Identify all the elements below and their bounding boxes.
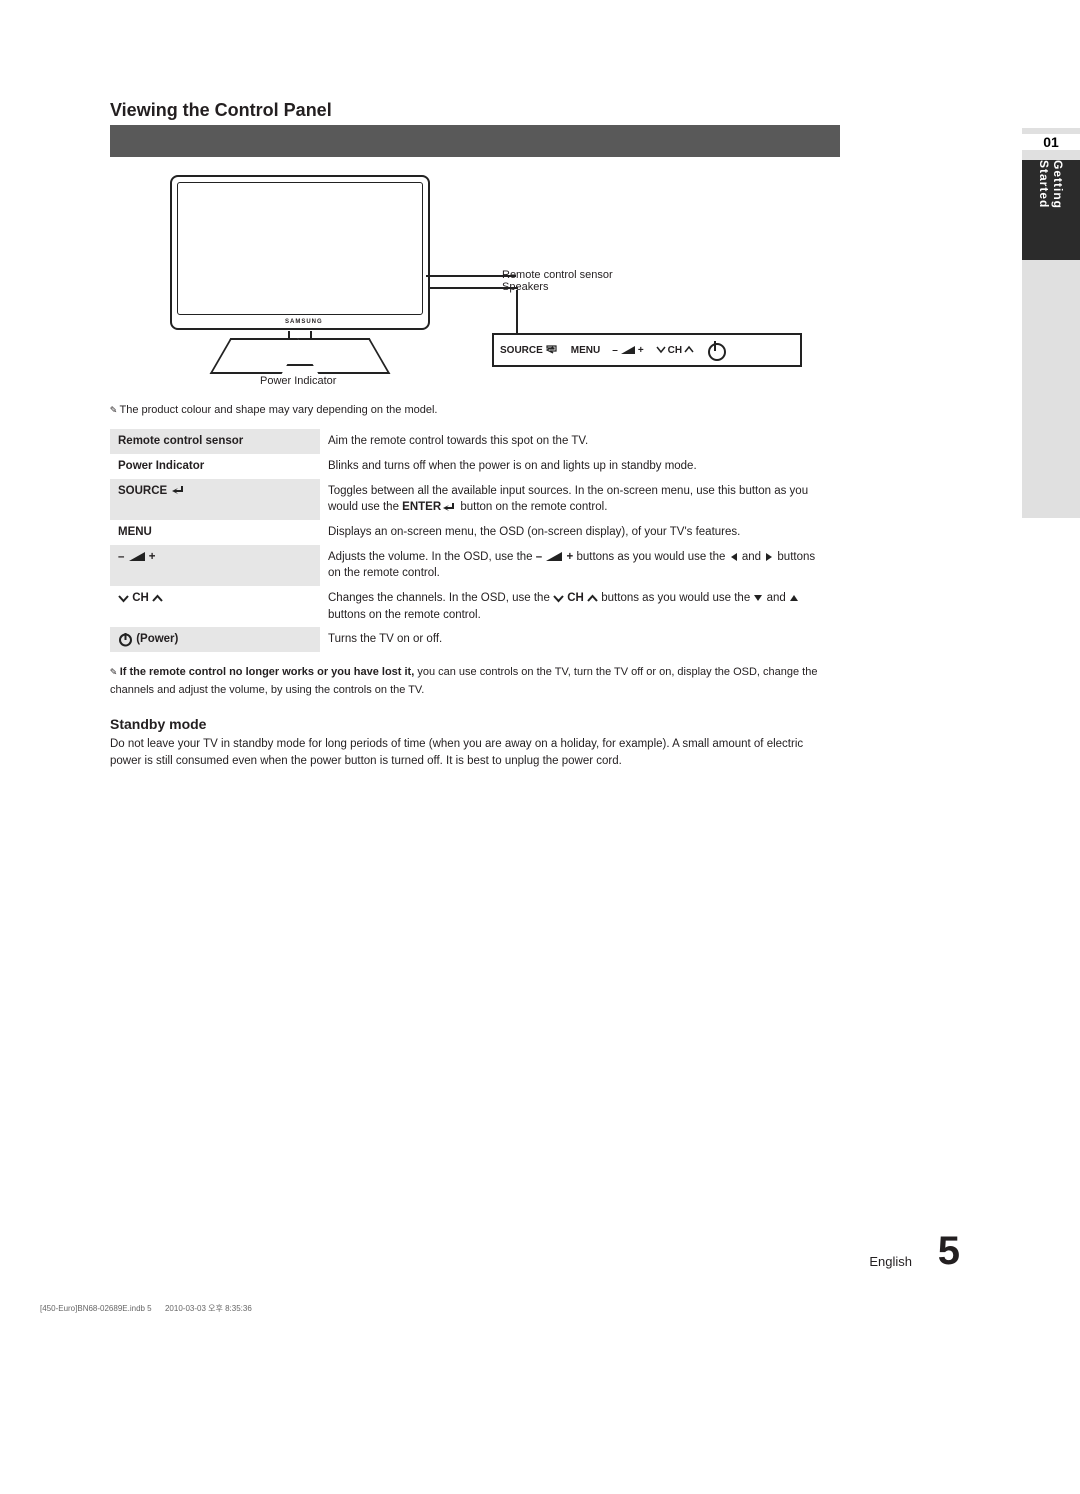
indicator-label: Power Indicator (260, 375, 336, 387)
panel-power-button[interactable] (706, 341, 724, 359)
tv-screen (177, 182, 423, 315)
arrow-up-icon (789, 593, 799, 603)
arrow-right-icon (764, 552, 774, 562)
speaker-label: Speakers (502, 281, 548, 293)
panel-source-button[interactable]: SOURCE (494, 344, 565, 356)
title-bar (110, 125, 840, 157)
enter-icon (441, 501, 457, 514)
row-key: CH (110, 586, 320, 627)
sensor-label: Remote control sensor (502, 269, 613, 281)
panel-channel-button[interactable]: CH (650, 345, 700, 356)
sidebar: 01 Getting Started (1022, 128, 1080, 518)
vol-minus: – (612, 345, 618, 356)
table-row: MENUDisplays an on-screen menu, the OSD … (110, 520, 830, 545)
table-row: Remote control sensorAim the remote cont… (110, 429, 830, 454)
standby-heading: Standby mode (110, 716, 980, 732)
row-desc: Aim the remote control towards this spot… (320, 429, 830, 454)
sidebar-tab: Getting Started (1022, 160, 1080, 260)
vol-plus: + (638, 345, 644, 356)
chevron-down-icon (656, 345, 666, 355)
arrow-down-icon (753, 593, 763, 603)
footer-filename: [450-Euro]BN68-02689E.indb 5 2010-03-03 … (40, 1303, 252, 1314)
ch-label: CH (668, 345, 682, 356)
volume-icon (545, 551, 563, 562)
row-key: Remote control sensor (110, 429, 320, 454)
product-note: ✎ The product colour and shape may vary … (110, 403, 980, 419)
product-note-text: The product colour and shape may vary de… (119, 404, 437, 416)
footnote-lead-icon: ✎ (110, 667, 117, 679)
table-row: – +Adjusts the volume. In the OSD, use t… (110, 545, 830, 586)
row-desc: Changes the channels. In the OSD, use th… (320, 586, 830, 627)
page-number: 5 (938, 1229, 960, 1274)
control-table: Remote control sensorAim the remote cont… (110, 429, 830, 652)
tv-brand: SAMSUNG (285, 319, 323, 325)
tv-stand-base (230, 338, 370, 366)
volume-icon (620, 345, 636, 355)
chevron-up-icon (587, 593, 598, 604)
callout-line (516, 290, 518, 338)
page-language-label: English (869, 1254, 912, 1269)
chevron-up-icon (152, 593, 163, 604)
standby-body: Do not leave your TV in standby mode for… (110, 736, 830, 771)
arrow-left-icon (729, 552, 739, 562)
panel-menu-button[interactable]: MENU (565, 345, 606, 356)
row-key: SOURCE (110, 479, 320, 520)
row-desc: Adjusts the volume. In the OSD, use the … (320, 545, 830, 586)
enter-icon (545, 344, 559, 356)
corner-text: [450-Euro]BN68-02689E.indb 5 (40, 1304, 152, 1313)
table-row: (Power)Turns the TV on or off. (110, 627, 830, 652)
row-key: MENU (110, 520, 320, 545)
table-row: CH Changes the channels. In the OSD, use… (110, 586, 830, 627)
chevron-down-icon (553, 593, 564, 604)
chevron-down-icon (118, 593, 129, 604)
row-desc: Displays an on-screen menu, the OSD (on-… (320, 520, 830, 545)
row-desc: Turns the TV on or off. (320, 627, 830, 652)
footnote: ✎ If the remote control no longer works … (110, 664, 830, 698)
volume-icon (128, 551, 146, 562)
table-row: Power IndicatorBlinks and turns off when… (110, 454, 830, 479)
table-row: SOURCE Toggles between all the available… (110, 479, 830, 520)
note-lead-icon: ✎ (110, 405, 117, 417)
sidebar-num: 01 (1022, 134, 1080, 150)
page-content: Viewing the Control Panel SAMSUNG Remote… (110, 100, 980, 771)
row-key: Power Indicator (110, 454, 320, 479)
row-key: (Power) (110, 627, 320, 652)
power-icon (118, 632, 133, 647)
footnote-title: If the remote control no longer works or… (120, 666, 415, 678)
row-desc: Blinks and turns off when the power is o… (320, 454, 830, 479)
button-panel: SOURCE MENU – + CH (492, 333, 802, 367)
chevron-up-icon (684, 345, 694, 355)
source-label: SOURCE (500, 345, 543, 356)
row-desc: Toggles between all the available input … (320, 479, 830, 520)
tv-illustration: SAMSUNG (170, 175, 510, 385)
enter-icon (170, 484, 186, 497)
corner-date: 2010-03-03 오후 8:35:36 (165, 1304, 252, 1313)
row-key: – + (110, 545, 320, 586)
section-title: Viewing the Control Panel (110, 100, 980, 121)
panel-volume-button[interactable]: – + (606, 345, 649, 356)
